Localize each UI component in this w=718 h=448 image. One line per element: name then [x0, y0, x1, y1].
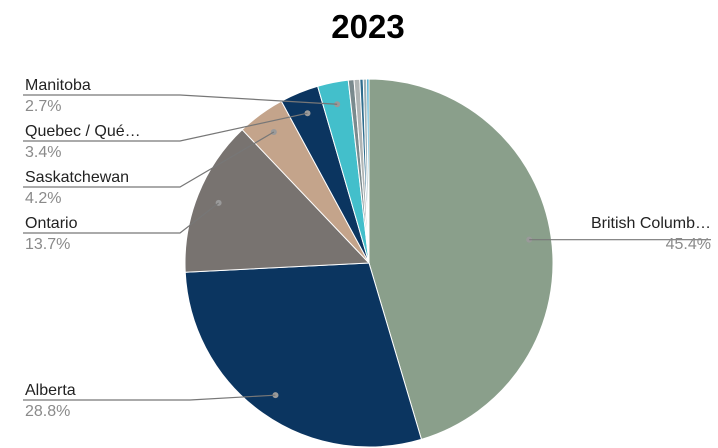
leader-line-quebec-qu — [23, 112, 308, 142]
slice-value-british-columb: 45.4% — [666, 236, 711, 253]
slice-label-quebec-qu: Quebec / Qué… — [25, 123, 141, 140]
pie-slice-british-columb — [368, 78, 554, 440]
slice-label-ontario: Ontario — [25, 215, 78, 232]
leader-line-alberta — [23, 394, 276, 401]
slice-label-alberta: Alberta — [25, 382, 76, 399]
slice-label-manitoba: Manitoba — [25, 77, 91, 94]
slice-value-ontario: 13.7% — [25, 236, 70, 253]
slice-value-manitoba: 2.7% — [25, 98, 61, 115]
pie-slice-ontario — [184, 128, 371, 273]
leader-line-manitoba — [23, 94, 338, 105]
pie-slice-alberta — [184, 262, 423, 448]
pie-slices — [184, 78, 554, 448]
slice-label-british-columb: British Columb… — [591, 215, 711, 232]
slice-value-alberta: 28.8% — [25, 403, 70, 420]
pie-labels: British Columb… 45.4% Alberta 28.8% Ontario 1… — [23, 77, 711, 420]
leader-line-ontario — [23, 202, 220, 234]
chart-title: 2023 — [331, 8, 404, 45]
slice-label-saskatchewan: Saskatchewan — [25, 169, 129, 186]
slice-value-quebec-qu: 3.4% — [25, 144, 61, 161]
leader-line-saskatchewan — [23, 131, 275, 188]
slice-value-saskatchewan: 4.2% — [25, 190, 61, 207]
pie-slice-minor-10 — [366, 78, 370, 264]
